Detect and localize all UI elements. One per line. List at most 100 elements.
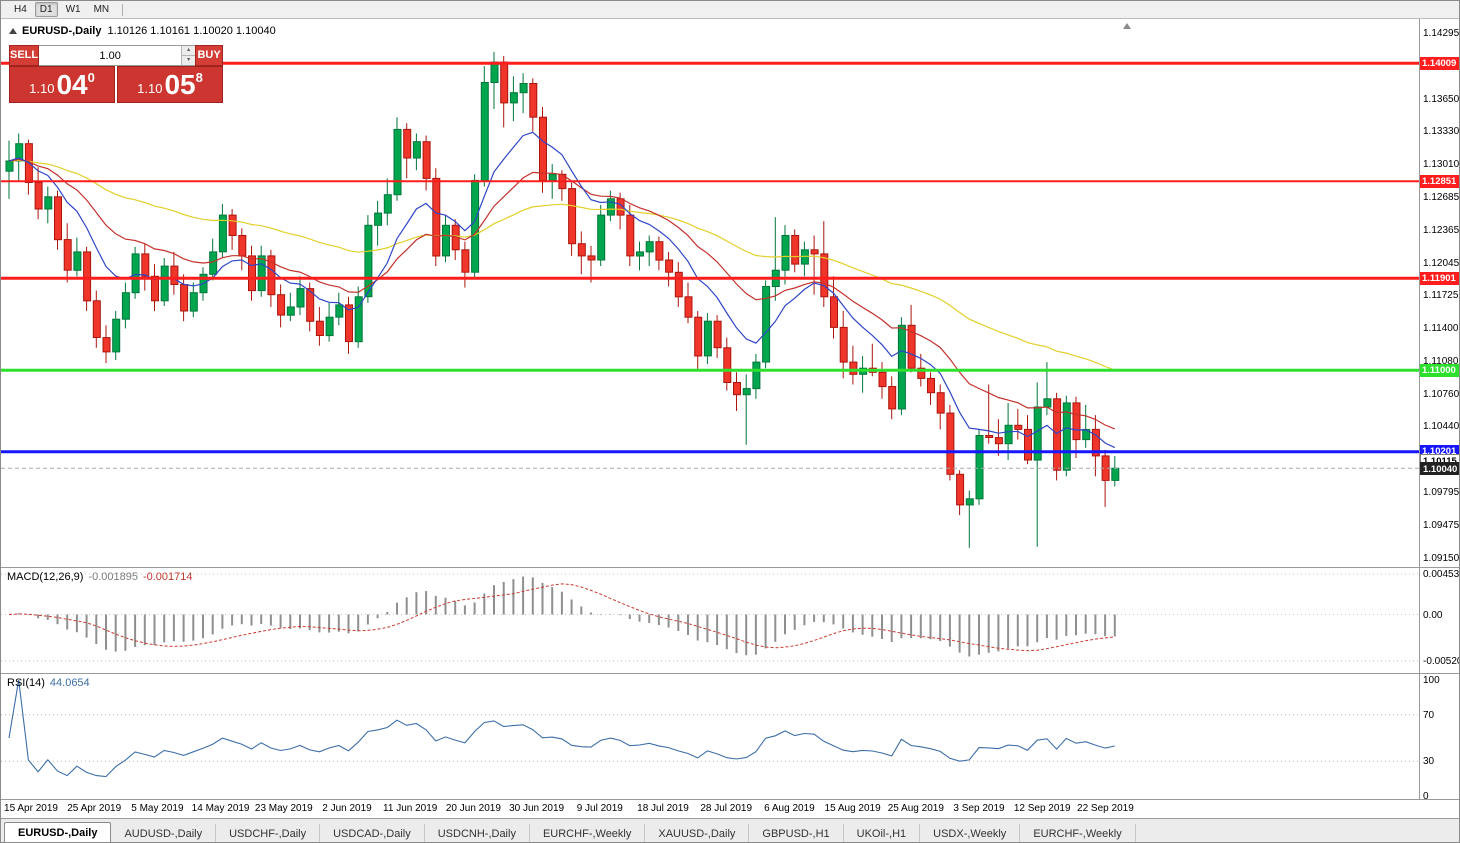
buy-button[interactable]: BUY <box>195 45 223 66</box>
bear-candle <box>839 326 848 363</box>
macd-indicator-panel[interactable] <box>1 568 1419 673</box>
bear-candle <box>927 377 935 394</box>
bull-candle <box>354 296 363 343</box>
bull-candle <box>548 173 557 181</box>
bull-candle <box>160 265 169 302</box>
volume-input[interactable] <box>39 46 182 65</box>
volume-decrease-button[interactable]: ▾ <box>182 56 196 65</box>
panel-separator[interactable] <box>1 673 1459 674</box>
buy-price-display[interactable]: 1.10 05 8 <box>117 66 223 103</box>
bear-candle <box>422 141 431 179</box>
date-label: 25 Aug 2019 <box>887 803 944 814</box>
moving-average-21 <box>8 158 1116 430</box>
chart-tab-audusd-daily[interactable]: AUDUSD-,Daily <box>111 824 217 842</box>
timeframe-button-mn[interactable]: MN <box>93 4 110 15</box>
bear-candle <box>141 253 150 277</box>
rsi-axis-label: 0 <box>1423 791 1429 802</box>
bull-candle <box>364 224 373 298</box>
sell-price-prefix: 1.10 <box>29 81 55 96</box>
bear-candle <box>1053 398 1062 471</box>
date-label: 6 Aug 2019 <box>764 803 815 814</box>
bear-candle <box>539 116 547 181</box>
date-label: 2 Jun 2019 <box>322 803 372 814</box>
timeframe-button-w1[interactable]: W1 <box>65 4 81 15</box>
price-tick: 1.11725 <box>1423 290 1459 302</box>
chart-tab-usdchf-daily[interactable]: USDCHF-,Daily <box>216 824 321 842</box>
volume-spinner: ▴ ▾ <box>181 46 196 65</box>
bear-candle <box>345 304 353 343</box>
bull-candle <box>5 160 14 172</box>
price-tick: 1.12685 <box>1423 192 1460 204</box>
chart-shift-marker-icon[interactable] <box>1123 23 1131 29</box>
bull-candle <box>335 304 344 318</box>
bear-candle <box>180 284 189 312</box>
price-tick: 1.14295 <box>1423 28 1460 39</box>
buy-price-pip: 8 <box>195 70 203 85</box>
date-label: 23 May 2019 <box>254 803 313 814</box>
date-label: 12 Sep 2019 <box>1013 803 1071 814</box>
rsi-line <box>8 679 1115 778</box>
bull-candle <box>480 82 489 181</box>
date-label: 18 Jul 2019 <box>637 803 689 814</box>
one-click-trading-panel: SELL ▴ ▾ BUY 1.10 04 0 1.10 <box>9 45 223 103</box>
bear-candle <box>306 288 315 322</box>
price-tick: 1.12045 <box>1423 257 1460 269</box>
bear-candle <box>1072 402 1081 441</box>
price-axis[interactable]: 1.142951.139801.136501.133301.130101.126… <box>1419 19 1460 802</box>
bear-candle <box>587 255 596 261</box>
bear-candle <box>830 296 838 328</box>
bull-candle <box>752 361 761 390</box>
bull-candle <box>897 324 906 410</box>
bull-candle <box>1111 467 1120 481</box>
chart-tab-eurusd-daily[interactable]: EURUSD-,Daily <box>4 822 112 842</box>
chart-tab-gbpusd-h1[interactable]: GBPUSD-,H1 <box>749 824 844 842</box>
price-tag-1.12851: 1.12851 <box>1420 174 1459 188</box>
chart-tab-eurchf-weekly[interactable]: EURCHF-,Weekly <box>530 824 646 842</box>
chart-tab-eurchf-weekly[interactable]: EURCHF-,Weekly <box>1020 824 1136 842</box>
date-label: 3 Sep 2019 <box>953 803 1005 814</box>
chart-tab-usdcad-daily[interactable]: USDCAD-,Daily <box>320 824 425 842</box>
bull-candle <box>442 224 450 257</box>
time-axis[interactable]: 15 Apr 2019 25 Apr 2019 5 May 2019 14 May 2… <box>1 800 1419 818</box>
price-tick: 1.09795 <box>1423 487 1460 499</box>
bear-candle <box>849 361 858 375</box>
bull-candle <box>965 498 974 506</box>
collapse-icon[interactable] <box>9 28 17 34</box>
date-label: 30 Jun 2019 <box>509 803 565 814</box>
rsi-indicator-panel[interactable] <box>1 674 1419 799</box>
timeframe-button-h4[interactable]: H4 <box>14 4 27 15</box>
bear-candle <box>888 386 897 410</box>
panel-separator[interactable] <box>1 799 1459 800</box>
chart-tab-ukoil-h1[interactable]: UKOil-,H1 <box>844 824 921 842</box>
chart-tab-usdx-weekly[interactable]: USDX-,Weekly <box>920 824 1021 842</box>
bear-candle <box>936 392 945 414</box>
chart-tab-xauusd-daily[interactable]: XAUUSD-,Daily <box>645 824 750 842</box>
bear-candle <box>907 324 916 369</box>
bear-candle <box>665 259 674 273</box>
macd-main-value: -0.001895 <box>88 571 138 583</box>
bull-candle <box>218 214 227 253</box>
macd-axis-label: -0.005205 <box>1423 655 1459 667</box>
chart-symbol-label: EURUSD-,Daily <box>22 25 102 37</box>
chart-window[interactable]: EURUSD-,Daily 1.10126 1.10161 1.10020 1.… <box>1 19 1460 818</box>
volume-increase-button[interactable]: ▴ <box>182 46 196 56</box>
price-chart[interactable] <box>1 19 1419 567</box>
price-tag-1.11000: 1.11000 <box>1420 363 1459 377</box>
panel-separator[interactable] <box>1 567 1459 568</box>
bear-candle <box>102 337 111 353</box>
bull-candle <box>112 318 121 353</box>
bear-candle <box>529 83 538 118</box>
date-label: 22 Sep 2019 <box>1077 803 1134 814</box>
bull-candle <box>490 61 499 83</box>
rsi-label: RSI(14) 44.0654 <box>7 677 90 689</box>
sell-button[interactable]: SELL <box>9 45 40 66</box>
sell-price-pip: 0 <box>87 70 95 85</box>
sell-price-display[interactable]: 1.10 04 0 <box>9 66 115 103</box>
price-tick: 1.13010 <box>1423 159 1460 171</box>
timeframe-button-d1[interactable]: D1 <box>34 2 58 17</box>
price-tick: 1.12365 <box>1423 224 1460 236</box>
chart-tab-usdcnh-daily[interactable]: USDCNH-,Daily <box>425 824 530 842</box>
sell-price-main: 04 <box>56 68 88 100</box>
bull-candle <box>73 251 82 271</box>
